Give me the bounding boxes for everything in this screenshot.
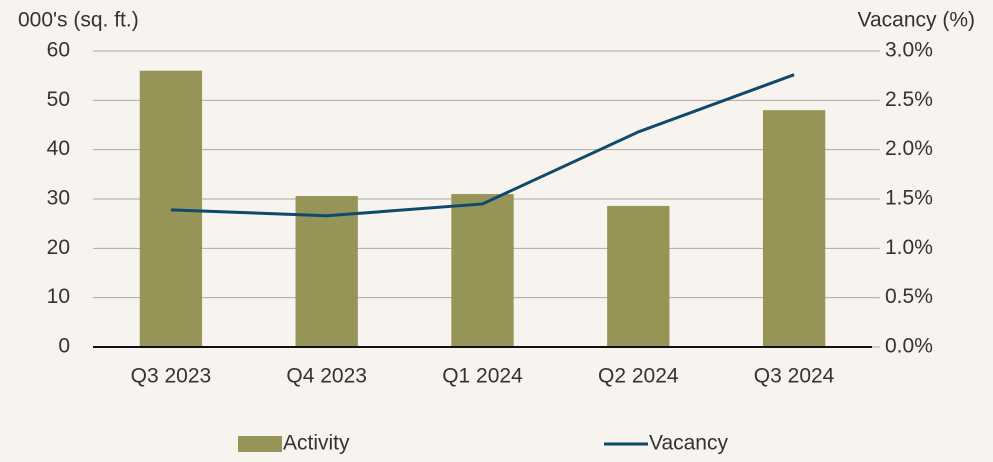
x-tick-label: Q4 2023 — [286, 365, 367, 388]
bar — [451, 194, 514, 347]
y2-tick-label: 2.0% — [885, 137, 933, 160]
y-tick-label: 20 — [47, 236, 70, 259]
y-tick-label: 30 — [47, 187, 70, 210]
y2-tick-label: 1.0% — [885, 236, 933, 259]
y2-tick-label: 2.5% — [885, 88, 933, 111]
legend-label: Activity — [283, 432, 350, 455]
y2-tick-label: 3.0% — [885, 39, 933, 62]
line — [170, 73, 795, 218]
y2-axis-title: Vacancy (%) — [858, 9, 975, 32]
y2-tick-label: 0.0% — [885, 335, 933, 358]
y-tick-label: 10 — [47, 285, 70, 308]
y-tick-label: 60 — [47, 39, 70, 62]
y2-tick-label: 1.5% — [885, 187, 933, 210]
y-axis-title: 000's (sq. ft.) — [18, 9, 139, 32]
bar — [762, 110, 826, 347]
y-tick-label: 0 — [58, 335, 70, 358]
y-tick-label: 50 — [47, 88, 70, 111]
x-tick-label: Q3 2024 — [754, 365, 835, 388]
legend-swatch — [238, 436, 282, 452]
y-tick-label: 40 — [47, 137, 70, 160]
x-tick-label: Q2 2024 — [598, 365, 679, 388]
legend-label: Vacancy — [649, 432, 728, 455]
bar — [295, 196, 358, 347]
bar — [607, 205, 670, 347]
x-tick-label: Q3 2023 — [131, 365, 212, 388]
x-tick-label: Q1 2024 — [442, 365, 523, 388]
bar — [139, 70, 203, 347]
y2-tick-label: 0.5% — [885, 285, 933, 308]
